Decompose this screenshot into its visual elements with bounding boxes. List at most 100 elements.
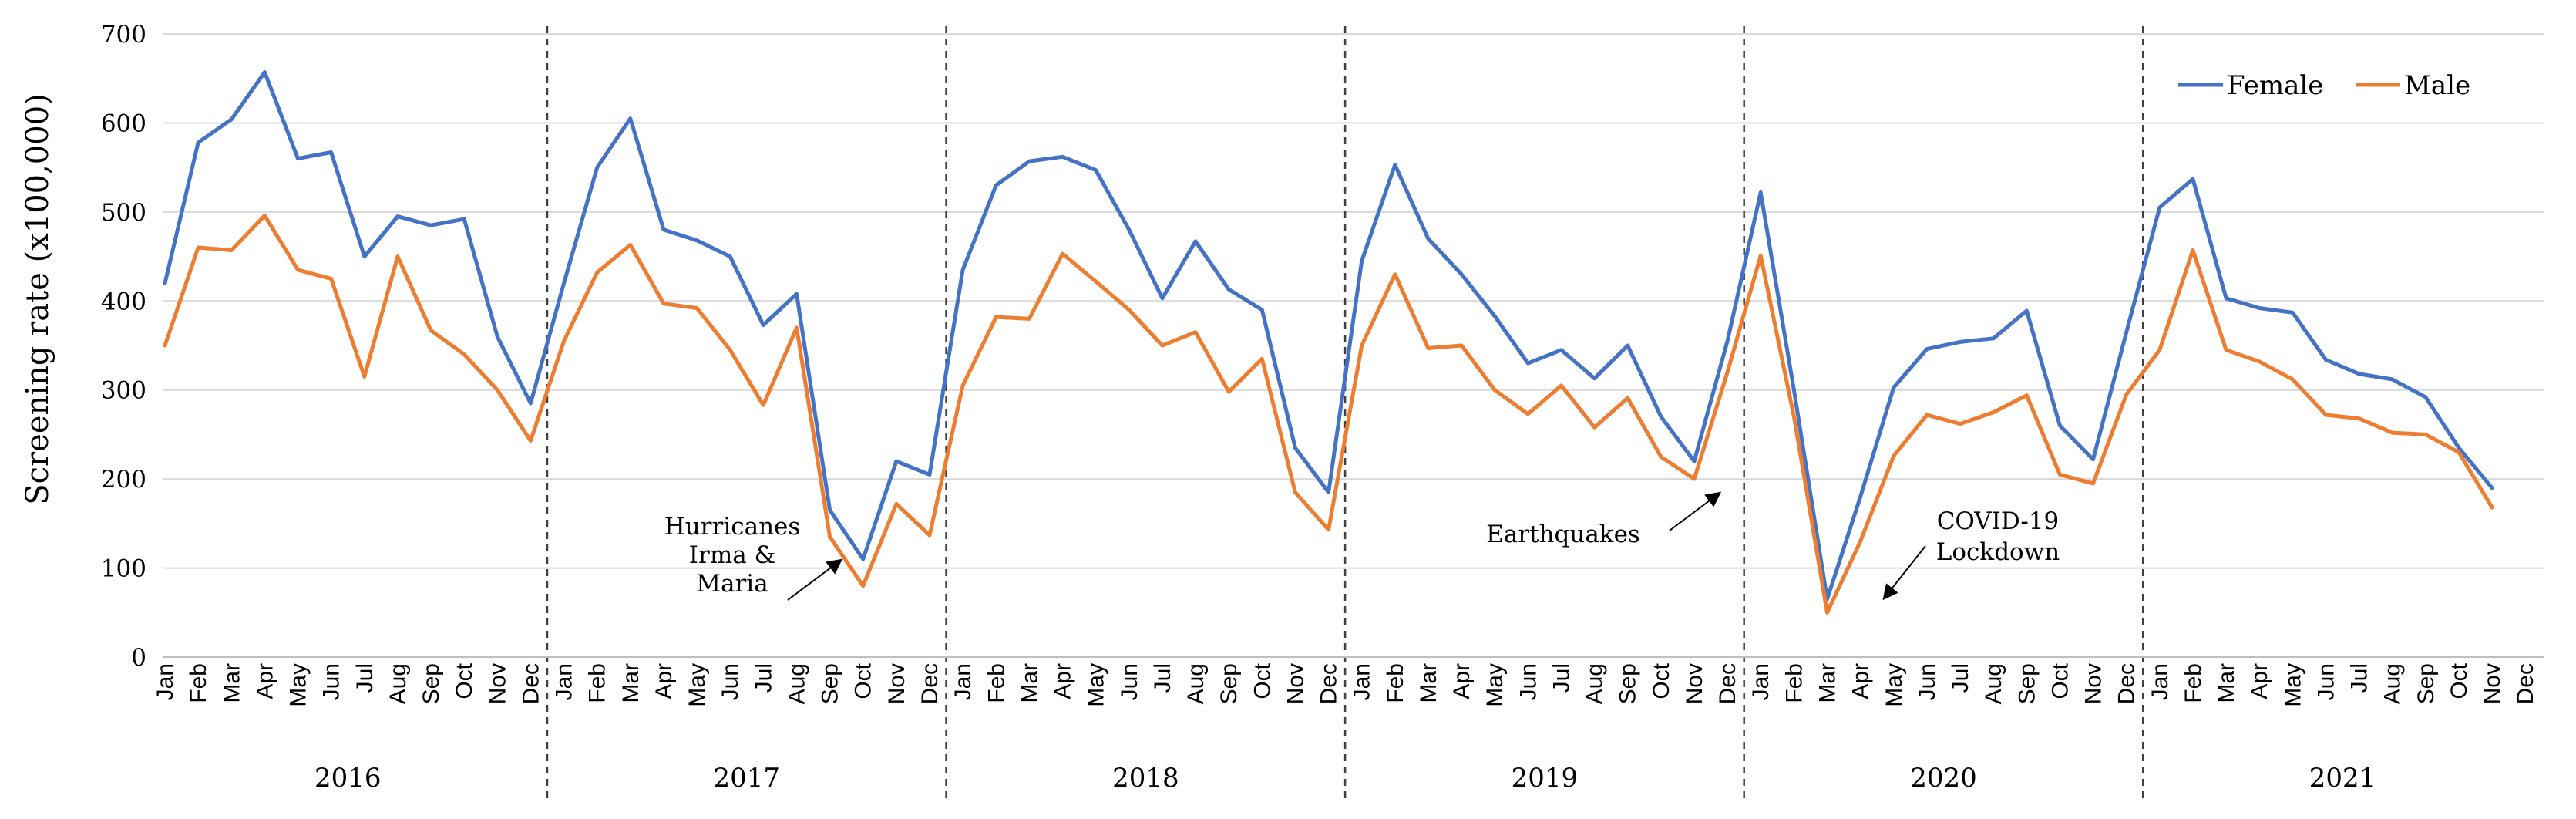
x-tick-label: Mar [1017,663,1042,703]
x-tick-label: Jan [1748,663,1774,700]
year-separators [546,26,2144,802]
x-tick-label: Mar [2214,663,2239,703]
x-tick-label: Dec [2513,663,2538,704]
x-tick-label: Jun [1515,663,1541,700]
annotation-arrow [787,558,843,601]
x-tick-label: Aug [1582,663,1608,704]
x-tick-label: Jun [1915,663,1940,700]
x-tick-label: May [1482,663,1508,707]
y-tick-label: 100 [101,555,146,583]
series-line-female [163,70,2494,602]
x-tick-label: Nov [485,663,510,704]
series-line-male [163,214,2494,615]
x-tick-label: Apr [2247,663,2272,699]
x-tick-label: Mar [1815,663,1841,703]
x-tick-label: Aug [1981,663,2006,704]
x-tick-label: Jun [319,663,345,700]
year-label: 2021 [2309,763,2376,794]
x-tick-label: May [1882,663,1907,707]
x-tick-label: Jul [751,663,776,693]
annotation-line: COVID-19 [1937,507,2060,535]
x-tick-label: Feb [984,663,1009,703]
annotation-arrow [1669,491,1722,531]
x-tick-label: Nov [1682,663,1707,704]
x-tick-label: Apr [1449,663,1475,699]
x-tick-label: Nov [2480,663,2505,704]
x-tick-label: Mar [618,663,644,703]
x-tick-label: Apr [1051,663,1076,699]
x-tick-label: Feb [186,663,211,703]
legend-label-male: Male [2404,70,2470,101]
annotation-text: Earthquakes [1486,521,1640,548]
x-tick-label: Jan [153,663,178,700]
y-tick-label: 700 [101,21,146,49]
annotation-arrow [1882,545,1926,601]
year-label: 2018 [1112,763,1179,794]
y-tick-label: 0 [131,644,146,672]
x-tick-label: Nov [884,663,910,704]
x-tick-label: Dec [1715,663,1740,704]
x-tick-label: Jan [950,663,976,700]
x-tick-label: Sep [1616,663,1641,704]
y-tick-label: 300 [101,377,146,405]
y-axis-title: Screening rate (x100,000) [20,93,55,505]
year-label: 2019 [1512,763,1579,794]
x-tick-label: May [1084,663,1109,707]
annotation-text: Hurricanes Irma & Maria [664,513,801,598]
y-tick-label: 500 [101,199,146,227]
series-lines [163,70,2494,615]
legend: Female Male [2178,70,2470,101]
x-tick-label: Aug [784,663,809,704]
x-tick-label: Jun [1117,663,1142,700]
year-label: 2020 [1910,763,1977,794]
x-tick-label: Jan [552,663,577,700]
annotations: Hurricanes Irma & Maria Earthquakes COVID-19… [664,491,2060,601]
x-tick-label: Feb [1383,663,1408,703]
x-tick-label: Sep [2413,663,2439,704]
x-tick-label: Aug [1183,663,1209,704]
x-tick-label: Sep [818,663,843,704]
x-tick-label: Nov [1283,663,1308,704]
x-tick-label: Jul [1150,663,1175,693]
x-tick-label: Oct [2047,662,2073,699]
annotation-text: COVID-19 Lockdown [1936,507,2060,566]
x-tick-label: Jul [1549,663,1574,693]
x-tick-label: Feb [1781,663,1807,703]
x-tick-label: Mar [1416,663,1441,703]
x-tick-label: Jun [718,663,743,700]
x-tick-label: Apr [651,663,677,699]
gridlines [163,33,2544,569]
y-tick-label: 200 [101,466,146,494]
x-tick-label: Oct [851,662,876,699]
x-tick-label: Apr [252,663,277,699]
x-tick-label: Feb [585,663,610,703]
x-tick-label: Oct [1249,662,1275,699]
annotation-line: Irma & [689,541,775,569]
annotation-line: Hurricanes [664,513,801,541]
x-tick-label: Jan [1350,663,1375,700]
x-tick-label: Aug [385,663,411,704]
axes: 0 100 200 300 400 500 600 700 Jan Feb Mar Apr May Jun… [101,21,2544,794]
y-tick-label: 400 [101,288,146,315]
annotation-line: Maria [696,570,768,598]
x-tick-label: Apr [1848,663,1874,699]
x-tick-label: Nov [2081,663,2107,704]
x-tick-label: Jul [2347,663,2373,693]
x-tick-label: Dec [1317,663,1342,704]
annotation-line: Lockdown [1936,538,2060,566]
x-tick-label: Aug [2380,663,2406,704]
year-label: 2017 [714,763,781,794]
x-tick-label: Dec [518,663,543,704]
x-tick-label: Jul [352,663,378,693]
x-tick-label: Jul [1948,663,1973,693]
x-tick-label: Oct [2447,662,2472,699]
x-tick-label: Sep [419,663,444,704]
y-tick-label: 600 [101,110,146,137]
x-tick-label: Jan [2147,663,2173,700]
x-tick-label: Dec [917,663,943,704]
x-tick-label: May [684,663,710,707]
x-tick-label: Oct [452,662,477,699]
year-label: 2016 [314,763,382,794]
